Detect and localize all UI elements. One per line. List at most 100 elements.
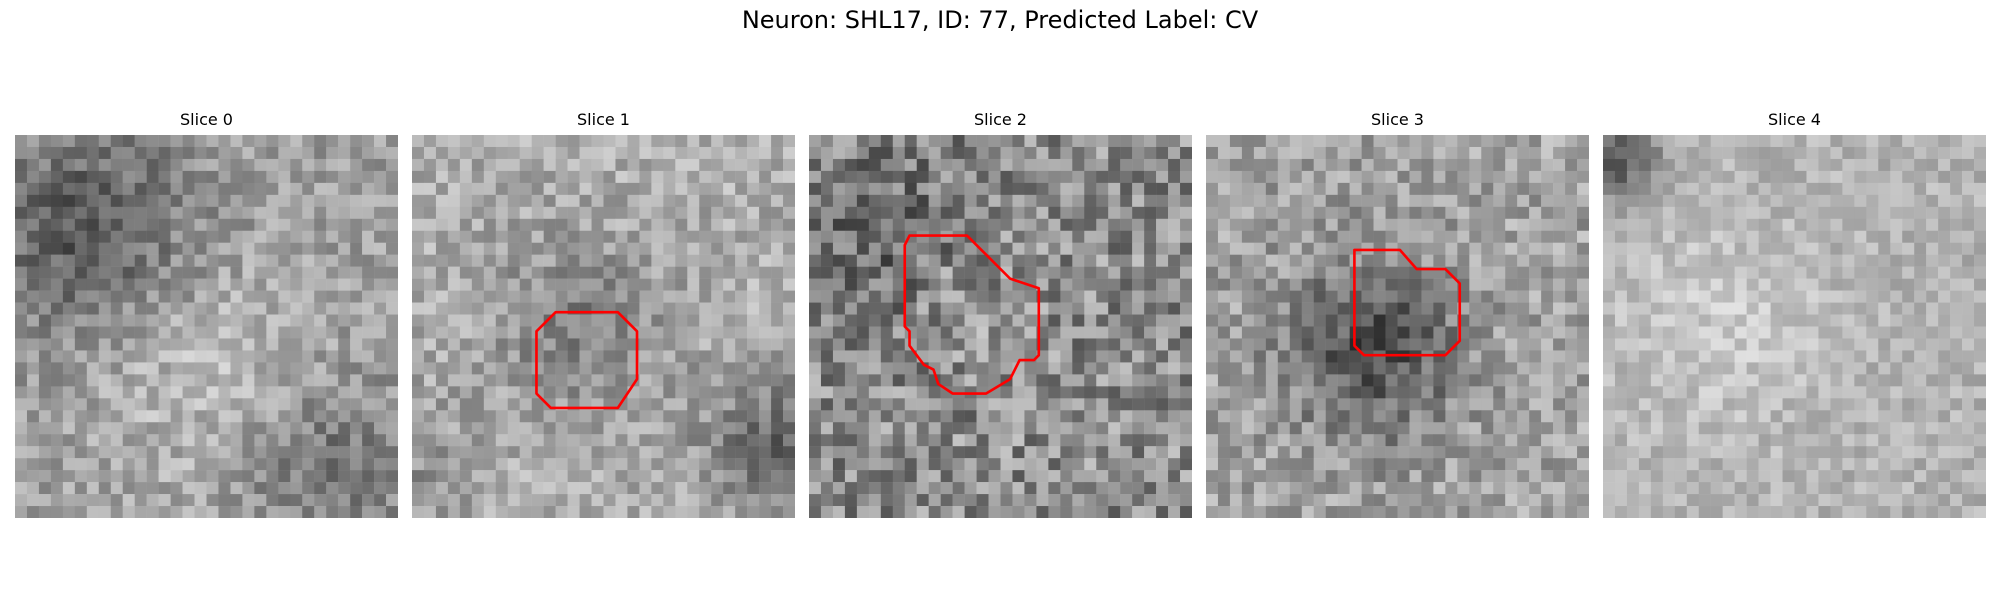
pixel [844,410,858,423]
pixel [675,135,688,148]
pixel [567,146,580,160]
pixel [62,446,76,459]
pixel [976,206,989,220]
pixel [50,230,64,243]
pixel [122,434,135,447]
pixel [423,242,437,255]
pixel [1806,350,1819,363]
pixel [940,494,953,507]
pixel [1168,326,1181,339]
pixel [1277,266,1291,279]
pixel [711,242,724,255]
pixel [26,434,40,447]
pixel [1686,266,1699,279]
pixel [1698,266,1711,279]
pixel [916,242,929,255]
pixel [122,206,135,220]
pixel [194,314,207,327]
pixel [412,386,425,399]
pixel [591,158,604,172]
pixel [1529,182,1542,196]
pixel [230,302,243,315]
pixel [1060,182,1073,196]
pixel [1060,326,1073,339]
pixel [423,350,437,363]
pixel [386,194,398,208]
pixel [1060,266,1073,279]
pixel [423,314,437,327]
pixel [1650,458,1664,471]
pixel [374,374,387,387]
pixel [1108,182,1121,196]
pixel [1469,135,1482,148]
pixel [1301,434,1314,447]
pixel [1313,446,1326,459]
pixel [1072,182,1085,196]
pixel [1253,206,1267,220]
pixel [591,182,604,196]
pixel [1361,398,1374,411]
pixel [1241,314,1255,327]
pixel [651,338,664,351]
pixel [38,158,52,172]
pixel [290,434,303,447]
pixel [783,182,795,196]
pixel [15,398,28,411]
pixel [964,398,977,411]
pixel [1361,290,1374,303]
pixel [711,434,724,447]
pixel [1806,206,1819,220]
pixel [1962,158,1975,172]
pixel [1206,206,1219,220]
pixel [940,446,953,459]
pixel [1000,470,1013,483]
pixel [1481,170,1494,184]
pixel [1565,446,1578,459]
pixel [1385,266,1398,279]
pixel [338,290,351,303]
pixel [230,338,243,351]
pixel [1457,446,1470,459]
pixel [988,266,1001,279]
pixel [1686,278,1699,291]
pixel [254,410,267,423]
pixel [1603,194,1616,208]
pixel [1541,194,1554,208]
pixel [1313,290,1326,303]
pixel [1144,374,1157,387]
pixel [98,494,111,507]
pixel [976,422,989,435]
pixel [675,206,688,220]
pixel [856,242,870,255]
pixel [1108,350,1121,363]
pixel [412,230,425,243]
pixel [314,302,327,315]
pixel [1206,230,1219,243]
pixel [543,434,556,447]
pixel [374,206,387,220]
pixel [916,494,929,507]
pixel [1349,446,1362,459]
pixel [892,290,905,303]
pixel [423,194,437,208]
pixel [856,290,870,303]
pixel [1842,290,1855,303]
pixel [1603,326,1616,339]
pixel [1000,135,1013,148]
pixel [1217,218,1231,231]
pixel [1974,135,1986,148]
pixel [459,290,473,303]
pixel [266,350,279,363]
pixel [1541,302,1554,315]
pixel [1565,506,1578,518]
pixel [218,242,231,255]
pixel [1517,182,1530,196]
pixel [1758,158,1771,172]
pixel [1553,218,1566,231]
pixel [459,242,473,255]
pixel [206,398,219,411]
pixel [98,170,111,184]
pixel [916,326,929,339]
pixel [278,326,291,339]
pixel [1698,242,1711,255]
